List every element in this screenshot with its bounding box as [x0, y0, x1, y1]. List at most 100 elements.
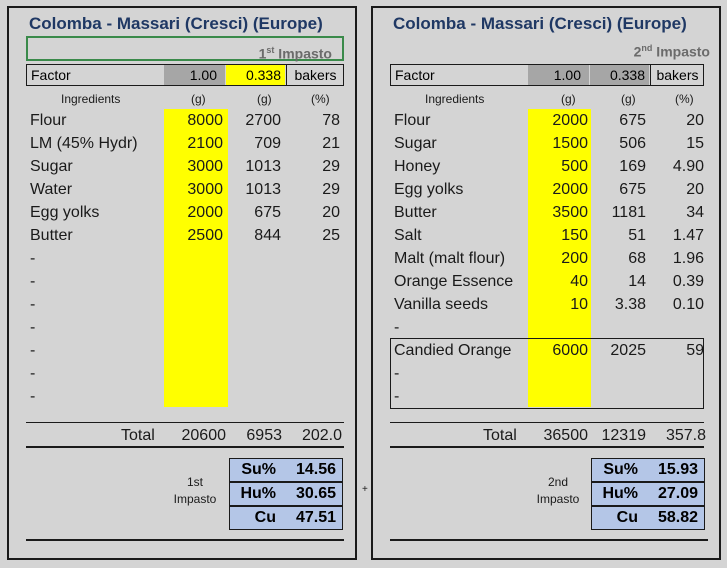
total-g2: 6953 [246, 427, 282, 444]
total-g2: 12319 [601, 427, 647, 444]
ingredient-name: LM (45% Hydr) [30, 135, 138, 152]
ingredient-row[interactable]: Honey 500 169 4.90 [390, 155, 708, 178]
ingredient-bakers-percent: 0.39 [672, 273, 704, 290]
ingredient-row[interactable]: Vanilla seeds 10 3.38 0.10 [390, 293, 708, 316]
ingredient-grams-scaled: 1013 [245, 181, 281, 198]
header-g2: (g) [257, 92, 272, 106]
ingredient-row[interactable]: - [26, 293, 344, 316]
ingredient-name: - [394, 319, 400, 336]
ingredient-bakers-percent: 25 [322, 227, 340, 244]
ingredient-name: Honey [394, 158, 441, 175]
ingredient-row[interactable]: - [26, 362, 344, 385]
ingredient-bakers-percent: 29 [322, 158, 340, 175]
sugar-percent-cell[interactable]: Su% 15.93 [591, 458, 705, 482]
factor-label: Factor [31, 67, 71, 83]
ingredient-grams-scaled: 2025 [610, 342, 646, 359]
stat-value: 27.09 [657, 485, 698, 502]
ingredient-bakers-percent: 20 [686, 181, 704, 198]
ingredient-row[interactable]: Orange Essence 40 14 0.39 [390, 270, 708, 293]
hydration-percent-cell[interactable]: Hu% 27.09 [591, 482, 705, 506]
ingredient-bakers-percent: 0.10 [672, 296, 704, 313]
factor-row: Factor 1.00 0.338 bakers [390, 64, 704, 86]
impasto-stats-label: 2nd Impasto [524, 474, 592, 508]
total-g1: 20600 [181, 427, 227, 444]
ingredient-name: Sugar [394, 135, 437, 152]
ingredient-grams-scaled: 675 [254, 204, 281, 221]
ingredient-row[interactable]: - [390, 362, 708, 385]
ingredient-row[interactable]: Salt 150 51 1.47 [390, 224, 708, 247]
ingredient-row[interactable]: - [26, 385, 344, 408]
stat-value: 14.56 [295, 461, 336, 478]
ingredient-row[interactable]: Egg yolks 2000 675 20 [390, 178, 708, 201]
header-ingredients: Ingredients [425, 92, 485, 106]
ingredient-row[interactable]: Sugar 3000 1013 29 [26, 155, 344, 178]
hydration-percent-cell[interactable]: Hu% 30.65 [229, 482, 343, 506]
ingredient-row[interactable]: Candied Orange 6000 2025 59 [390, 339, 708, 362]
factor-a-cell[interactable]: 1.00 [528, 65, 589, 85]
impasto-stats-label-1: 2nd [547, 475, 569, 489]
ingredient-grams-scaled: 1013 [245, 158, 281, 175]
stat-key: Hu% [240, 485, 276, 502]
cu-cell[interactable]: Cu 47.51 [229, 506, 343, 530]
plus-sign: + [362, 484, 368, 495]
ingredient-row[interactable]: Butter 2500 844 25 [26, 224, 344, 247]
ingredient-row[interactable]: - [390, 385, 708, 408]
footer-rule [390, 539, 708, 541]
stat-key: Hu% [602, 485, 638, 502]
ingredient-grams-scaled: 51 [628, 227, 646, 244]
factor-label: Factor [395, 67, 435, 83]
ingredient-name: - [30, 365, 36, 382]
stat-key: Su% [603, 461, 638, 478]
ingredient-row[interactable]: Malt (malt flour) 200 68 1.96 [390, 247, 708, 270]
ingredient-row[interactable]: - [26, 270, 344, 293]
input-column-highlight [164, 109, 228, 407]
header-g1: (g) [561, 92, 576, 106]
ingredient-name: Sugar [30, 158, 73, 175]
ingredient-row[interactable]: - [390, 316, 708, 339]
ingredient-row[interactable]: Sugar 1500 506 15 [390, 132, 708, 155]
ingredient-bakers-percent: 15 [686, 135, 704, 152]
total-top-rule [390, 422, 704, 423]
impasto-heading-cell[interactable]: 2nd Impasto [390, 36, 720, 61]
ingredient-row[interactable]: - [26, 339, 344, 362]
ingredient-row[interactable]: - [26, 247, 344, 270]
stat-value: 15.93 [657, 461, 698, 478]
total-bottom-rule [390, 446, 704, 448]
ingredient-row[interactable]: Water 3000 1013 29 [26, 178, 344, 201]
ingredient-name: - [30, 250, 36, 267]
ingredient-bakers-percent: 59 [686, 342, 704, 359]
ingredient-name: Candied Orange [394, 342, 512, 359]
factor-b-cell[interactable]: 0.338 [226, 65, 285, 85]
impasto-stats-label-2: Impasto [536, 492, 580, 506]
header-pct: (%) [311, 92, 330, 106]
sugar-percent-cell[interactable]: Su% 14.56 [229, 458, 343, 482]
ingredient-grams-scaled: 68 [628, 250, 646, 267]
ingredient-name: - [30, 296, 36, 313]
ingredient-grams-scaled: 2700 [245, 112, 281, 129]
ingredient-grams-scaled: 3.38 [614, 296, 646, 313]
header-g1: (g) [191, 92, 206, 106]
impasto-heading-num: 1 [258, 45, 267, 62]
impasto-heading-cell[interactable]: 1st Impasto [26, 36, 344, 62]
ingredient-row[interactable]: LM (45% Hydr) 2100 709 21 [26, 132, 344, 155]
ingredient-row[interactable]: Flour 2000 675 20 [390, 109, 708, 132]
ingredient-row[interactable]: Egg yolks 2000 675 20 [26, 201, 344, 224]
ingredient-grams-base: 3000 [187, 158, 223, 175]
ingredient-grams-base: 2000 [187, 204, 223, 221]
candied-orange-box [390, 338, 704, 409]
factor-b-cell[interactable]: 0.338 [590, 65, 649, 85]
ingredient-name: Egg yolks [30, 204, 100, 221]
ingredient-grams-base: 200 [561, 250, 588, 267]
ingredient-bakers-percent: 21 [322, 135, 340, 152]
ingredient-row[interactable]: Butter 3500 1181 34 [390, 201, 708, 224]
ingredient-name: Salt [394, 227, 422, 244]
cu-cell[interactable]: Cu 58.82 [591, 506, 705, 530]
ingredient-name: Flour [30, 112, 67, 129]
impasto-heading-sup: st [266, 45, 275, 55]
ingredient-row[interactable]: - [26, 316, 344, 339]
stat-value: 30.65 [295, 485, 336, 502]
factor-a-cell[interactable]: 1.00 [164, 65, 225, 85]
impasto-stats-box: Su% 14.56 Hu% 30.65 Cu 47.51 [229, 458, 343, 530]
ingredient-row[interactable]: Flour 8000 2700 78 [26, 109, 344, 132]
second-impasto-panel: Colomba - Massari (Cresci) (Europe) 2nd … [371, 6, 721, 560]
